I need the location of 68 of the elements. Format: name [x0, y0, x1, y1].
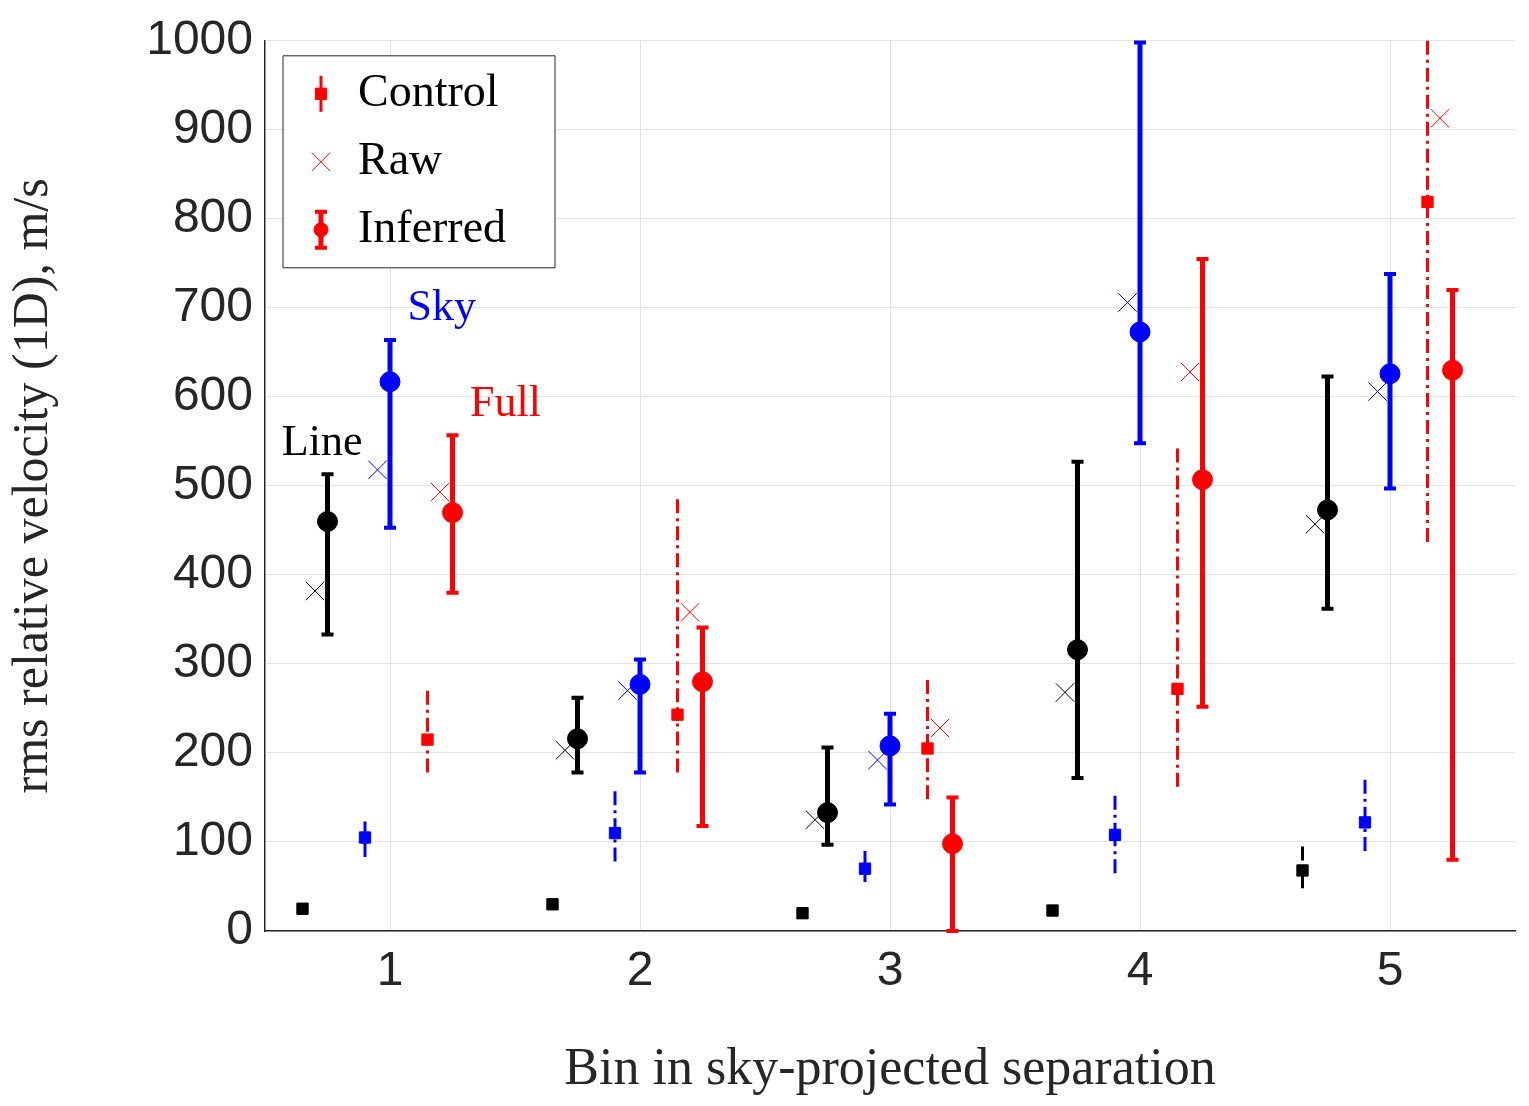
legend-label: Raw: [358, 132, 444, 184]
point: [1296, 864, 1309, 877]
point: [358, 831, 372, 844]
legend-label: Inferred: [358, 200, 507, 252]
point: [1067, 639, 1088, 661]
x-tick-label: 3: [876, 942, 904, 996]
point: [1317, 499, 1338, 521]
point: [1367, 381, 1388, 402]
point: [1421, 195, 1434, 209]
point: [1192, 469, 1213, 491]
point: [858, 862, 872, 875]
annotation: Line: [281, 415, 363, 465]
x-tick-label: 5: [1376, 942, 1404, 996]
point: [567, 728, 588, 750]
y-tick-label: 600: [172, 367, 253, 421]
point: [680, 602, 700, 622]
y-tick-label: 0: [226, 901, 253, 955]
point: [317, 511, 338, 533]
point: [1171, 682, 1184, 696]
point: [1305, 514, 1325, 534]
point: [1046, 904, 1059, 917]
y-tick-label: 400: [172, 545, 253, 599]
point: [421, 733, 434, 746]
point: [1442, 359, 1463, 381]
point: [546, 898, 559, 911]
x-tick-label: 1: [376, 942, 404, 996]
point: [1055, 682, 1075, 703]
point: [379, 371, 401, 393]
annotation: Sky: [407, 281, 476, 331]
point: [867, 750, 888, 770]
point: [1358, 816, 1372, 829]
y-tick-label: 100: [172, 812, 253, 866]
point: [1430, 108, 1450, 128]
point: [555, 740, 575, 760]
point: [296, 902, 309, 915]
point: [442, 502, 463, 524]
point: [1108, 828, 1122, 842]
point: [617, 680, 638, 701]
point: [671, 708, 684, 721]
annotation: Full: [470, 376, 541, 426]
x-axis-title: Bin in sky-projected separation: [564, 1038, 1216, 1096]
point: [942, 833, 963, 855]
y-tick-label: 900: [172, 100, 253, 154]
point: [629, 673, 651, 695]
legend-label: Control: [358, 64, 499, 116]
y-tick-label: 200: [172, 723, 253, 777]
point: [608, 826, 622, 840]
x-tick-label: 4: [1126, 942, 1154, 996]
point: [1379, 363, 1401, 385]
point: [879, 735, 901, 757]
y-tick-label: 800: [172, 189, 253, 243]
point: [305, 581, 325, 601]
point: [817, 802, 838, 824]
point: [1129, 321, 1151, 343]
point: [805, 810, 825, 830]
x-tick-label: 2: [626, 942, 654, 996]
y-tick-label: 1000: [146, 11, 253, 65]
point: [367, 460, 388, 480]
point: [692, 671, 713, 693]
point: [930, 718, 950, 738]
y-axis-title: rms relative velocity (1D), m/s: [2, 178, 59, 794]
point: [1180, 362, 1200, 382]
point: [430, 482, 450, 502]
point: [796, 907, 809, 920]
y-tick-label: 700: [172, 278, 253, 332]
y-tick-label: 300: [172, 634, 253, 688]
point: [921, 742, 934, 755]
y-tick-label: 500: [172, 456, 253, 510]
